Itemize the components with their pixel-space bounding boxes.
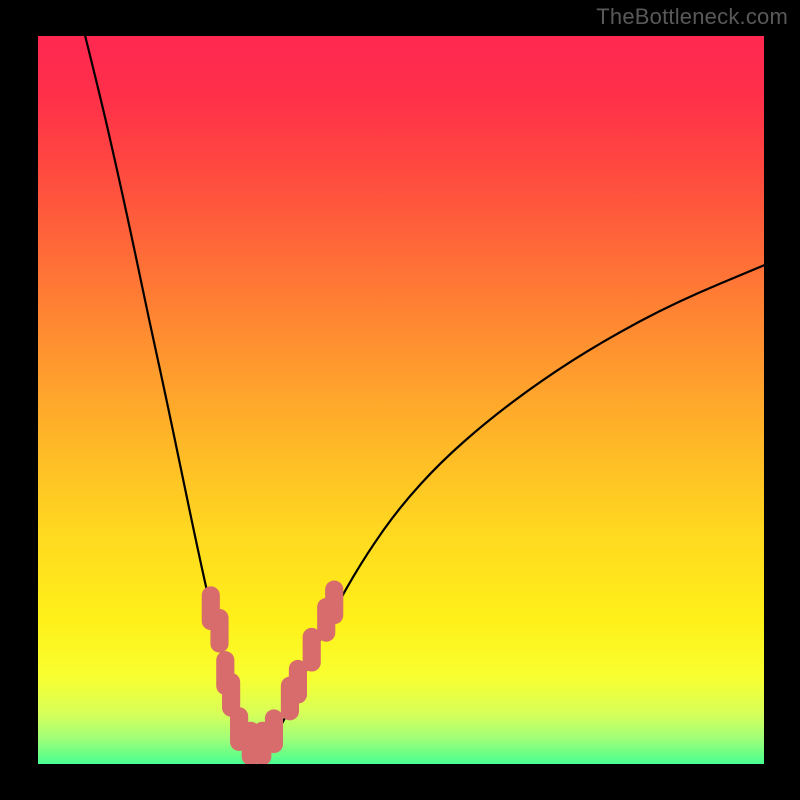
gradient-background (38, 36, 764, 764)
chart-container: TheBottleneck.com (0, 0, 800, 800)
curve-marker (265, 709, 283, 753)
curve-marker (210, 609, 228, 653)
plot-area (38, 36, 764, 765)
curve-marker (325, 581, 343, 625)
bottleneck-chart (0, 0, 800, 800)
